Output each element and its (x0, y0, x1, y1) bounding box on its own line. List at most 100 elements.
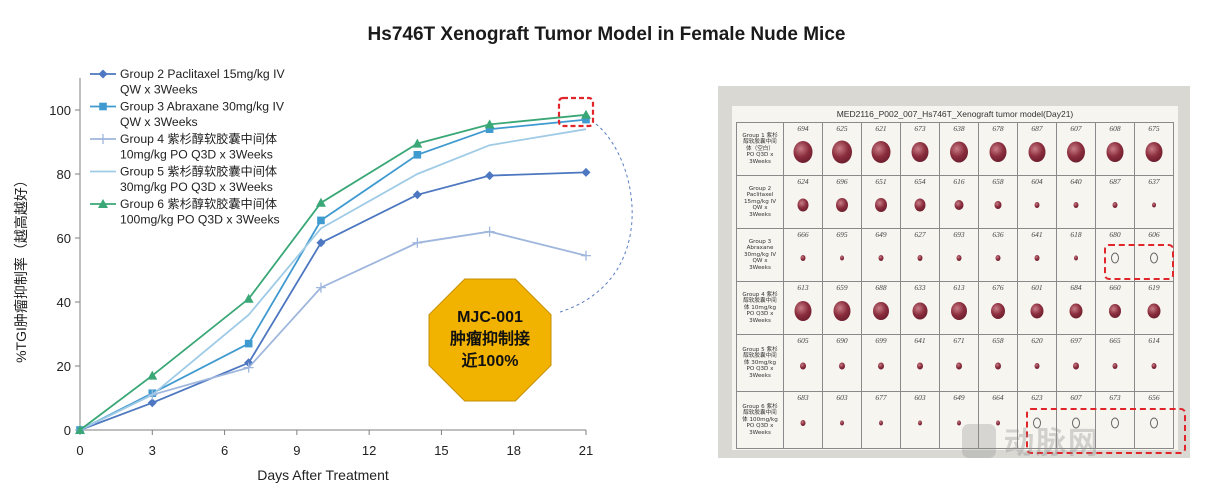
row-label-line: PO Q3D x (746, 366, 774, 373)
tumor-sample (1109, 304, 1121, 319)
chart-highlight-box (557, 96, 595, 128)
legend-label: 10mg/kg PO Q3D x 3Weeks (120, 148, 273, 162)
empty-sample-marker (1150, 417, 1158, 429)
y-tick-label: 100 (49, 103, 71, 118)
tumor-cell: 695 (822, 228, 862, 282)
tumor-sample (1034, 363, 1040, 370)
legend-item-4: Group 4 紫杉醇软胶囊中间体 10mg/kg PO Q3D x 3Weeks (90, 131, 277, 162)
tumor-cell: 640 (1056, 175, 1096, 229)
animal-id: 659 (836, 283, 848, 292)
tumor-cell: 604 (1017, 175, 1057, 229)
tumor-cell: 664 (978, 391, 1018, 449)
tumor-cell: 673 (900, 122, 940, 176)
tumor-sample (1034, 202, 1040, 209)
legend-label: Group 6 紫杉醇软胶囊中间体 (120, 196, 277, 211)
tumor-cell: 613 (939, 281, 979, 335)
tumor-row: Group 4 紫杉 醇软胶囊中间体 10mg/kg PO Q3D x 3Weeks 6… (736, 281, 1174, 335)
tumor-sample (833, 301, 851, 322)
tumor-sample (994, 201, 1002, 210)
animal-id: 636 (992, 230, 1004, 239)
animal-id: 627 (914, 230, 926, 239)
tumor-sample (1069, 303, 1083, 319)
x-tick-label: 12 (362, 443, 376, 458)
legend-label: Group 4 紫杉醇软胶囊中间体 (120, 131, 277, 146)
animal-id: 633 (914, 283, 926, 292)
callout-text: 肿瘤抑制接 (450, 329, 530, 348)
row-label-line: 30mg/kg IV (743, 251, 777, 258)
row-label-line: Abraxane (746, 245, 774, 252)
sheet-title: MED2116_P002_007_Hs746T_Xenograft tumor … (836, 109, 1074, 119)
y-axis-title: %TGI肿瘤抑制率（越高越好） (13, 173, 29, 363)
tumor-cell: 690 (822, 334, 862, 392)
tumor-sample (956, 255, 962, 262)
row-label-line: Group 2 (748, 185, 772, 192)
animal-id: 641 (914, 336, 926, 345)
tumor-row: Group 1 紫杉 醇软胶囊中间 体（空白） PO Q3D x 3Weeks 694 62… (736, 122, 1174, 176)
data-point (412, 237, 423, 248)
animal-id: 694 (797, 124, 809, 133)
tumor-row: Group 2 Paclitaxel 15mg/kg IV QW x 3Weeks 624… (736, 175, 1174, 229)
animal-id: 676 (992, 283, 1004, 292)
data-point (244, 339, 253, 348)
tumor-sample (875, 198, 887, 213)
chart-series (75, 109, 591, 435)
animal-id: 697 (1070, 336, 1082, 345)
animal-id: 658 (992, 336, 1004, 345)
tumor-sample (832, 140, 852, 164)
animal-id: 638 (953, 124, 965, 133)
animal-id: 671 (953, 336, 965, 345)
chart-legend: Group 2 Paclitaxel 15mg/kg IV QW x 3Weeks… (90, 67, 285, 227)
watermark-badge (962, 424, 996, 458)
data-point (243, 362, 254, 373)
chart-axes: 0 20 40 60 80 100 0 3 6 9 12 15 18 21 Days After Treat… (13, 78, 593, 483)
animal-id: 690 (836, 336, 848, 345)
tumor-cell: 687 (1017, 122, 1057, 176)
animal-id: 684 (1070, 283, 1082, 292)
tumor-cell: 683 (783, 391, 823, 449)
tumor-cell: 603 (900, 391, 940, 449)
data-point (484, 226, 495, 237)
y-tick-label: 60 (57, 231, 71, 246)
tumor-photo: MED2116_P002_007_Hs746T_Xenograft tumor … (718, 86, 1190, 458)
tumor-sample (957, 420, 961, 426)
row-label-line: 体 100mg/kg (742, 416, 778, 423)
tumor-sample (995, 362, 1001, 370)
data-point (581, 167, 591, 177)
animal-id: 640 (1070, 177, 1082, 186)
tumor-sample (840, 255, 844, 261)
tumor-sample (1106, 142, 1124, 163)
animal-id: 696 (836, 177, 848, 186)
row-label-line: 醇软胶囊中间 (743, 410, 777, 417)
tumor-sample (991, 303, 1005, 320)
animal-id: 666 (797, 230, 809, 239)
tumor-cell: 671 (939, 334, 979, 392)
row-label-line: Group 1 紫杉 (742, 132, 778, 139)
data-point (243, 293, 254, 303)
row-label-line: 3Weeks (749, 158, 771, 165)
animal-id: 656 (1148, 393, 1160, 402)
legend-marker (98, 199, 108, 208)
tumor-cell: 637 (1134, 175, 1174, 229)
tumor-row-label: Group 4 紫杉 醇软胶囊中间体 10mg/kg PO Q3D x 3Weeks (736, 281, 784, 335)
tumor-sample (793, 141, 813, 164)
tumor-sample (1073, 362, 1079, 370)
animal-id: 677 (875, 393, 887, 402)
data-point (582, 115, 590, 124)
row-label-line: 3Weeks (749, 317, 771, 324)
tumor-sample (879, 420, 883, 426)
empty-sample-marker (1111, 252, 1119, 264)
highlight-box-group3 (1104, 244, 1174, 280)
row-label-line: 3Weeks (749, 429, 771, 436)
series-line (79, 128, 587, 431)
highlight-box-group6 (1026, 408, 1186, 454)
tumor-cell: 676 (978, 281, 1018, 335)
tumor-sample (839, 362, 845, 370)
data-point (315, 282, 326, 293)
callout-octagon (428, 278, 552, 402)
row-label-line: 3Weeks (749, 211, 771, 218)
animal-id: 623 (1031, 393, 1043, 402)
data-point (412, 138, 423, 148)
data-point (315, 197, 326, 207)
y-tick-label: 0 (64, 423, 71, 438)
